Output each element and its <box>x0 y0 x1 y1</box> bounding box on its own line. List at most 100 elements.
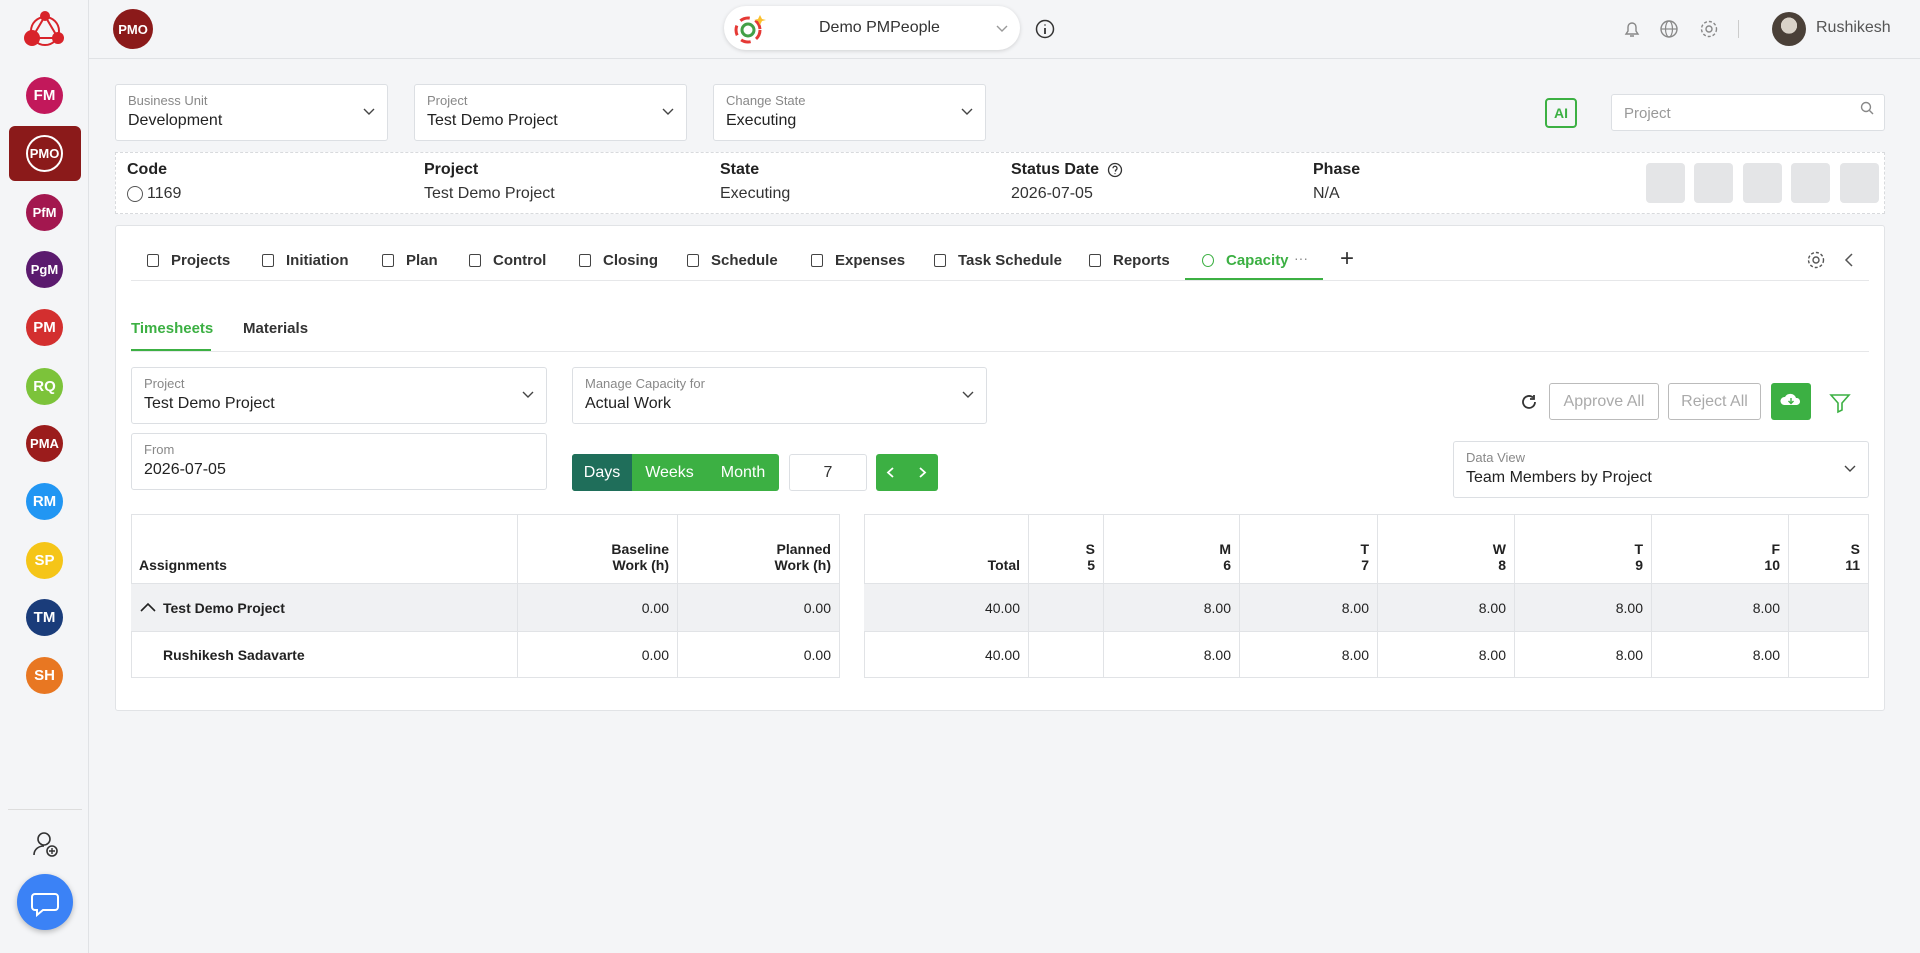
column-header: F 10 <box>1652 514 1789 584</box>
summary-label: Project <box>424 161 479 178</box>
day-cell: 8.00 <box>1515 584 1652 632</box>
column-header: Assignments <box>131 514 518 584</box>
chat-button[interactable] <box>17 874 73 930</box>
form-field[interactable]: Manage Capacity for Actual Work <box>572 367 987 424</box>
subtab-underline <box>131 349 211 351</box>
field-value: 2026-07-05 <box>144 461 226 478</box>
tab[interactable]: Initiation <box>286 252 349 269</box>
planned-cell: 0.00 <box>678 632 840 678</box>
sidebar-item[interactable]: PMA <box>26 425 63 462</box>
code-radio[interactable] <box>127 186 143 202</box>
globe-icon[interactable] <box>1659 19 1679 39</box>
info-icon[interactable] <box>1035 19 1055 39</box>
tab[interactable]: Closing <box>603 252 658 269</box>
field-value: Actual Work <box>585 395 671 412</box>
day-cell <box>1029 584 1104 632</box>
sidebar-item[interactable]: SP <box>26 542 63 579</box>
summary-label: Status Date <box>1011 161 1100 178</box>
column-header: T 7 <box>1240 514 1378 584</box>
icon-button[interactable] <box>1743 163 1782 203</box>
sidebar-item[interactable]: PM <box>26 309 63 346</box>
summary-value: Executing <box>720 185 791 202</box>
tab-icon <box>579 254 591 267</box>
field-label: Business Unit <box>128 93 208 108</box>
summary-label: Phase <box>1313 161 1361 178</box>
tab-icon <box>382 254 394 267</box>
tab[interactable]: Projects <box>171 252 231 269</box>
period-weeks[interactable]: Weeks <box>645 463 694 481</box>
sidebar-item[interactable]: RM <box>26 483 63 520</box>
pmo-badge[interactable]: PMO <box>113 9 153 49</box>
icon-button[interactable] <box>1791 163 1830 203</box>
add-tab[interactable]: + <box>1340 245 1355 272</box>
tab-icon <box>262 254 274 267</box>
summary-value: 1169 <box>147 185 182 202</box>
period-month[interactable]: Month <box>720 463 766 481</box>
download-button[interactable] <box>1771 383 1811 420</box>
search-box[interactable]: Project <box>1611 94 1885 131</box>
field-value: Development <box>128 112 223 129</box>
subtab-line <box>131 351 1869 352</box>
form-field[interactable]: Data View Team Members by Project <box>1453 441 1869 498</box>
sidebar-separator <box>8 809 82 810</box>
sidebar-item[interactable]: PfM <box>26 194 63 231</box>
filter-dropdown[interactable]: Change State Executing <box>713 84 986 141</box>
avatar[interactable] <box>1772 12 1806 46</box>
bell-icon[interactable] <box>1622 19 1642 39</box>
sidebar-item[interactable]: TM <box>26 599 63 636</box>
sidebar-item[interactable]: SH <box>26 657 63 694</box>
column-header: Baseline Work (h) <box>518 514 678 584</box>
icon-button[interactable] <box>1646 163 1685 203</box>
settings-icon[interactable] <box>1699 19 1719 39</box>
tab-line <box>131 280 1869 281</box>
sidebar-item[interactable]: RQ <box>26 368 63 405</box>
form-field[interactable]: Project Test Demo Project <box>131 367 547 424</box>
column-header: S 11 <box>1789 514 1869 584</box>
add-user-icon[interactable] <box>32 830 60 858</box>
workspace-select[interactable]: Demo PMPeople <box>724 6 1020 50</box>
divider <box>1738 20 1739 38</box>
chevron <box>996 25 1008 32</box>
icon-button[interactable] <box>1840 163 1879 203</box>
sidebar-item[interactable]: FM <box>26 77 63 114</box>
tab[interactable]: Task Schedule <box>958 252 1062 269</box>
subtab[interactable]: Materials <box>243 320 309 337</box>
column-header: W 8 <box>1378 514 1515 584</box>
workspace-logo <box>734 15 766 44</box>
period-days[interactable]: Days <box>572 454 632 491</box>
icon-button[interactable] <box>1694 163 1733 203</box>
sidebar-item[interactable]: PMO <box>26 135 63 172</box>
tab-more[interactable]: ··· <box>1294 250 1308 266</box>
filter-dropdown[interactable]: Business Unit Development <box>115 84 388 141</box>
field-label: Change State <box>726 93 806 108</box>
reject-all[interactable]: Reject All <box>1668 383 1761 420</box>
tab[interactable]: Plan <box>406 252 438 269</box>
total-cell: 40.00 <box>864 584 1029 632</box>
period-count[interactable]: 7 <box>789 454 867 491</box>
help-icon[interactable] <box>1107 162 1123 178</box>
form-field[interactable]: From 2026-07-05 <box>131 433 547 490</box>
filter-icon[interactable] <box>1829 392 1851 414</box>
subtab[interactable]: Timesheets <box>131 320 214 337</box>
ai-button[interactable]: AI <box>1545 98 1577 128</box>
tab[interactable]: Expenses <box>835 252 906 269</box>
sidebar-item[interactable]: PgM <box>26 251 63 288</box>
collapse-icon[interactable] <box>1843 252 1855 268</box>
user-name[interactable]: Rushikesh <box>1816 19 1891 36</box>
tab-icon <box>147 254 159 267</box>
tab-icon <box>469 254 481 267</box>
row-name: Test Demo Project <box>131 584 518 632</box>
refresh-icon[interactable] <box>1520 393 1538 411</box>
approve-all[interactable]: Approve All <box>1549 383 1659 420</box>
tab-icon <box>687 254 699 267</box>
tab-settings[interactable] <box>1806 250 1826 270</box>
tab[interactable]: Control <box>493 252 547 269</box>
tab[interactable]: Capacity <box>1226 252 1289 269</box>
filter-dropdown[interactable]: Project Test Demo Project <box>414 84 687 141</box>
tab[interactable]: Reports <box>1113 252 1170 269</box>
field-value: Executing <box>726 112 797 129</box>
tab[interactable]: Schedule <box>711 252 778 269</box>
nav-arrows[interactable] <box>876 454 938 491</box>
logo <box>24 11 64 46</box>
